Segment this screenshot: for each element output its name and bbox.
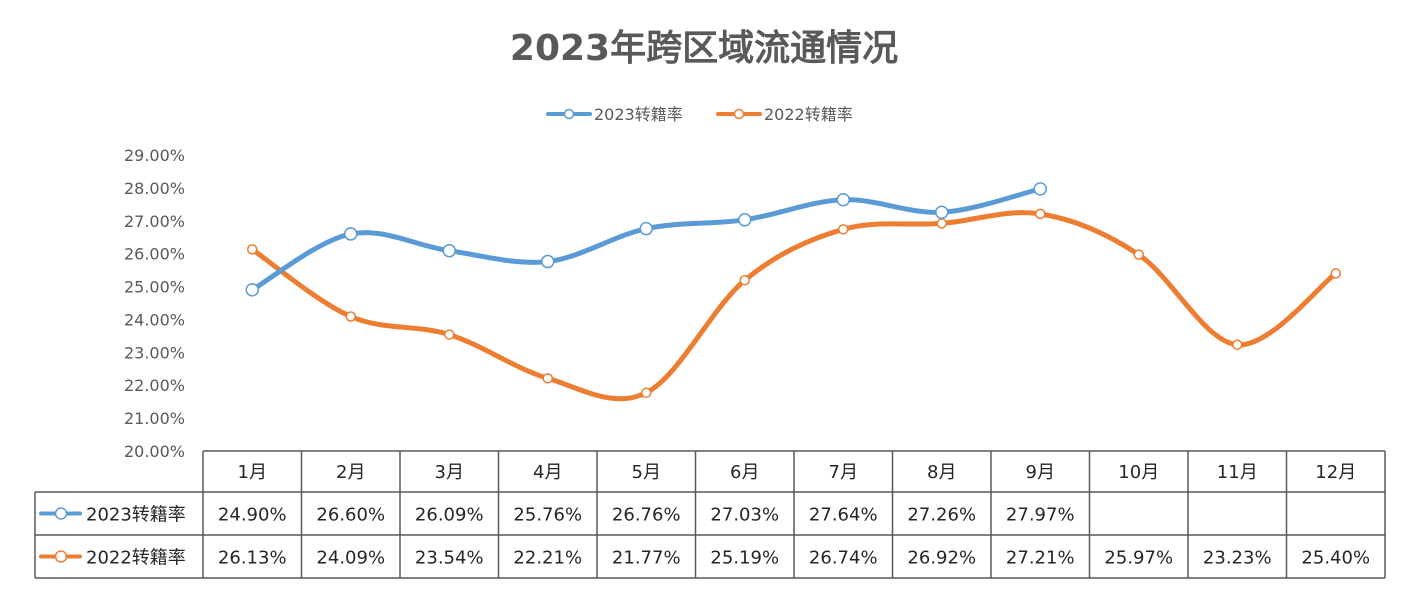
y-tick-label: 28.00%: [124, 179, 185, 198]
y-tick-label: 22.00%: [124, 376, 185, 395]
x-tick-label: 6月: [730, 462, 759, 483]
data-label: 27.21%: [1006, 548, 1075, 569]
data-table: 1月 2月 3月 4月 5月 6月 7月 8月 9月 10月 11月 12月 2023转籍率 24.90%…: [34, 450, 1386, 579]
data-point: [936, 218, 947, 229]
x-tick-label: 3月: [435, 462, 464, 483]
data-label: 27.03%: [710, 505, 779, 526]
x-tick-label: 11月: [1217, 462, 1258, 483]
legend-label: 2023转籍率: [594, 105, 683, 124]
legend-key-marker-icon: [54, 507, 68, 520]
data-point: [838, 224, 849, 235]
data-label: 25.97%: [1104, 548, 1173, 569]
data-point: [442, 243, 456, 258]
data-label: 27.26%: [907, 505, 976, 526]
data-label: 26.76%: [612, 505, 681, 526]
x-tick-label: 9月: [1026, 462, 1055, 483]
data-point: [639, 221, 653, 236]
legend: 2023转籍率 2022转籍率: [546, 105, 853, 124]
data-label: 24.90%: [218, 505, 287, 526]
legend-label: 2022转籍率: [764, 105, 853, 124]
legend-item: 2023转籍率: [546, 105, 683, 124]
y-tick-label: 21.00%: [124, 409, 185, 428]
y-tick-label: 25.00%: [124, 278, 185, 297]
x-tick-label: 5月: [632, 462, 661, 483]
chart-title: 2023年跨区域流通情况: [510, 28, 898, 69]
legend-item: 2022转籍率: [716, 105, 853, 124]
data-label: 26.60%: [316, 505, 385, 526]
data-point: [1232, 339, 1243, 351]
table-row: 2022转籍率 26.13% 24.09% 23.54% 22.21% 21.77% 25.…: [39, 548, 1370, 569]
series-lines: [245, 182, 1341, 402]
y-axis: 20.00% 21.00% 22.00% 23.00% 24.00% 25.00% 26.0…: [124, 146, 185, 461]
y-tick-label: 29.00%: [124, 146, 185, 165]
data-point: [739, 275, 750, 286]
data-point: [344, 227, 358, 241]
legend-marker-icon: [733, 108, 745, 120]
series-2022转籍率: [247, 208, 1341, 402]
x-tick-label: 4月: [533, 462, 562, 483]
x-tick-label: 8月: [927, 462, 956, 483]
x-tick-label: 7月: [829, 462, 858, 483]
y-tick-label: 23.00%: [124, 343, 185, 362]
y-tick-label: 26.00%: [124, 245, 185, 264]
y-tick-label: 27.00%: [124, 212, 185, 231]
data-label: 23.54%: [415, 548, 484, 569]
x-tick-label: 1月: [238, 462, 267, 483]
data-label: 26.09%: [415, 505, 484, 526]
data-label: 22.21%: [513, 548, 582, 569]
data-point: [444, 329, 455, 340]
data-label: 25.19%: [710, 548, 779, 569]
data-label: 24.09%: [316, 548, 385, 569]
legend-key-marker-icon: [54, 550, 68, 563]
legend-marker-icon: [563, 108, 575, 120]
data-point: [245, 283, 259, 297]
data-point: [542, 373, 553, 384]
data-label: 26.13%: [218, 548, 287, 569]
series-2023转籍率: [245, 182, 1047, 297]
x-tick-label: 10月: [1118, 462, 1159, 483]
x-tick-label: 2月: [336, 462, 365, 483]
data-point: [1035, 208, 1046, 220]
series-line: [249, 186, 1043, 293]
data-label: 21.77%: [612, 548, 681, 569]
data-label: 25.40%: [1301, 548, 1370, 569]
data-point: [836, 192, 850, 207]
data-label: 27.97%: [1006, 505, 1075, 526]
data-point: [345, 311, 356, 322]
data-label: 23.23%: [1203, 548, 1272, 569]
data-point: [738, 213, 752, 227]
y-tick-label: 24.00%: [124, 310, 185, 329]
data-point: [641, 387, 652, 399]
data-label: 26.74%: [809, 548, 878, 569]
table-row: 2023转籍率 24.90% 26.60% 26.09% 25.76% 26.76% 27.…: [39, 505, 1075, 526]
data-point: [1330, 268, 1341, 279]
data-label: 25.76%: [513, 505, 582, 526]
data-point: [1133, 249, 1144, 260]
data-label: 27.64%: [809, 505, 878, 526]
x-tick-label: 12月: [1315, 462, 1356, 483]
data-point: [541, 254, 555, 269]
data-point: [247, 244, 258, 255]
data-point: [935, 205, 949, 219]
data-point: [1033, 182, 1047, 196]
row-label: 2023转籍率: [86, 505, 186, 526]
y-tick-label: 20.00%: [124, 442, 185, 461]
row-label: 2022转籍率: [86, 548, 186, 569]
data-label: 26.92%: [907, 548, 976, 569]
